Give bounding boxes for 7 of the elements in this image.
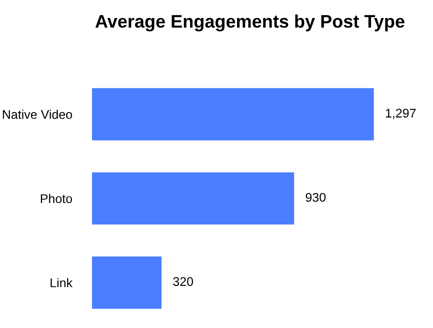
y-tick-label: Native Video bbox=[2, 110, 72, 119]
chart-title: Average Engagements by Post Type bbox=[95, 14, 404, 32]
data-label: 930 bbox=[306, 192, 326, 202]
y-tick-label: Photo bbox=[40, 194, 72, 204]
y-tick-label: Link bbox=[50, 278, 73, 288]
data-label: 320 bbox=[173, 277, 194, 286]
data-label: 1,297 bbox=[386, 108, 416, 120]
